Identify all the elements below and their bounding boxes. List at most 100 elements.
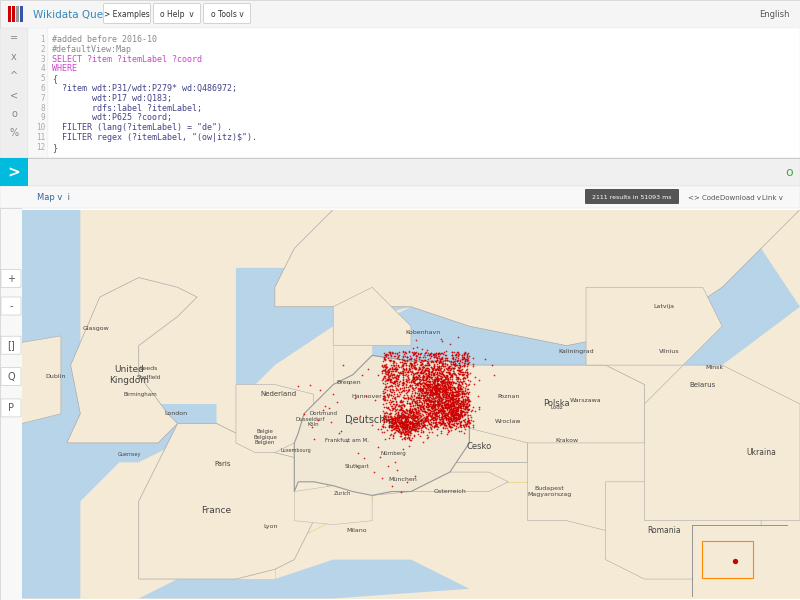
Point (453, 386, 466, 395)
Point (430, 370, 442, 379)
Point (401, 392, 414, 402)
Point (430, 374, 443, 384)
Point (454, 422, 466, 431)
Point (426, 374, 438, 384)
Point (444, 413, 457, 423)
Point (442, 380, 455, 389)
Bar (702, 541, 754, 578)
Point (466, 406, 478, 415)
Point (427, 352, 440, 362)
Point (410, 425, 422, 435)
Point (410, 418, 422, 428)
Point (396, 354, 409, 364)
Point (410, 420, 422, 430)
Point (422, 363, 434, 373)
Point (426, 403, 439, 413)
Point (406, 407, 419, 417)
Point (411, 414, 424, 424)
Point (400, 419, 413, 428)
Point (442, 374, 454, 384)
Point (458, 419, 471, 429)
Point (422, 427, 435, 437)
Point (386, 430, 399, 440)
Point (436, 403, 449, 412)
Point (385, 390, 398, 400)
Point (378, 362, 391, 372)
Point (447, 398, 460, 408)
Point (426, 397, 439, 407)
Point (439, 408, 452, 418)
Point (438, 379, 451, 389)
Point (456, 352, 469, 361)
Point (398, 433, 410, 443)
Point (404, 413, 417, 422)
Point (384, 430, 397, 439)
Point (410, 398, 423, 408)
Point (418, 416, 431, 426)
Point (422, 359, 434, 368)
Point (422, 367, 435, 377)
Point (395, 386, 408, 396)
Point (434, 404, 447, 414)
Point (398, 423, 411, 433)
Point (412, 371, 425, 381)
Point (442, 409, 454, 419)
Point (456, 400, 469, 409)
Point (426, 384, 438, 394)
Point (429, 420, 442, 430)
Point (454, 403, 466, 412)
Point (377, 421, 390, 430)
Point (409, 422, 422, 432)
Point (410, 426, 423, 436)
Point (402, 361, 415, 371)
Point (409, 412, 422, 422)
Text: Paris: Paris (214, 461, 230, 467)
Polygon shape (138, 424, 334, 579)
Point (437, 375, 450, 385)
Point (428, 382, 441, 391)
Point (391, 422, 404, 431)
Point (432, 364, 445, 374)
Point (418, 391, 431, 400)
Point (418, 400, 430, 409)
Point (408, 357, 421, 367)
Point (436, 386, 449, 395)
Point (388, 372, 401, 382)
Point (427, 406, 440, 416)
Point (402, 410, 414, 420)
Point (424, 415, 437, 424)
Point (392, 373, 405, 382)
Point (464, 410, 477, 420)
Point (393, 400, 406, 410)
Point (431, 417, 444, 427)
Point (414, 383, 426, 393)
Point (410, 374, 422, 384)
Point (422, 432, 434, 442)
Point (406, 363, 418, 373)
Point (433, 370, 446, 380)
Point (398, 407, 410, 416)
Point (401, 394, 414, 403)
Point (396, 360, 409, 370)
Point (396, 416, 409, 426)
Point (444, 406, 457, 416)
Point (437, 379, 450, 388)
Point (438, 372, 451, 382)
Point (435, 409, 448, 419)
FancyBboxPatch shape (1, 269, 21, 287)
Point (462, 395, 474, 404)
Point (438, 382, 451, 391)
Point (434, 357, 446, 367)
Point (445, 410, 458, 419)
Point (417, 380, 430, 390)
Point (431, 424, 444, 434)
Point (389, 373, 402, 383)
Text: Latvija: Latvija (654, 304, 674, 309)
Point (409, 398, 422, 407)
Point (385, 416, 398, 426)
Point (457, 373, 470, 383)
Point (395, 397, 408, 406)
Polygon shape (66, 278, 197, 443)
Point (434, 382, 446, 392)
Point (434, 419, 447, 429)
